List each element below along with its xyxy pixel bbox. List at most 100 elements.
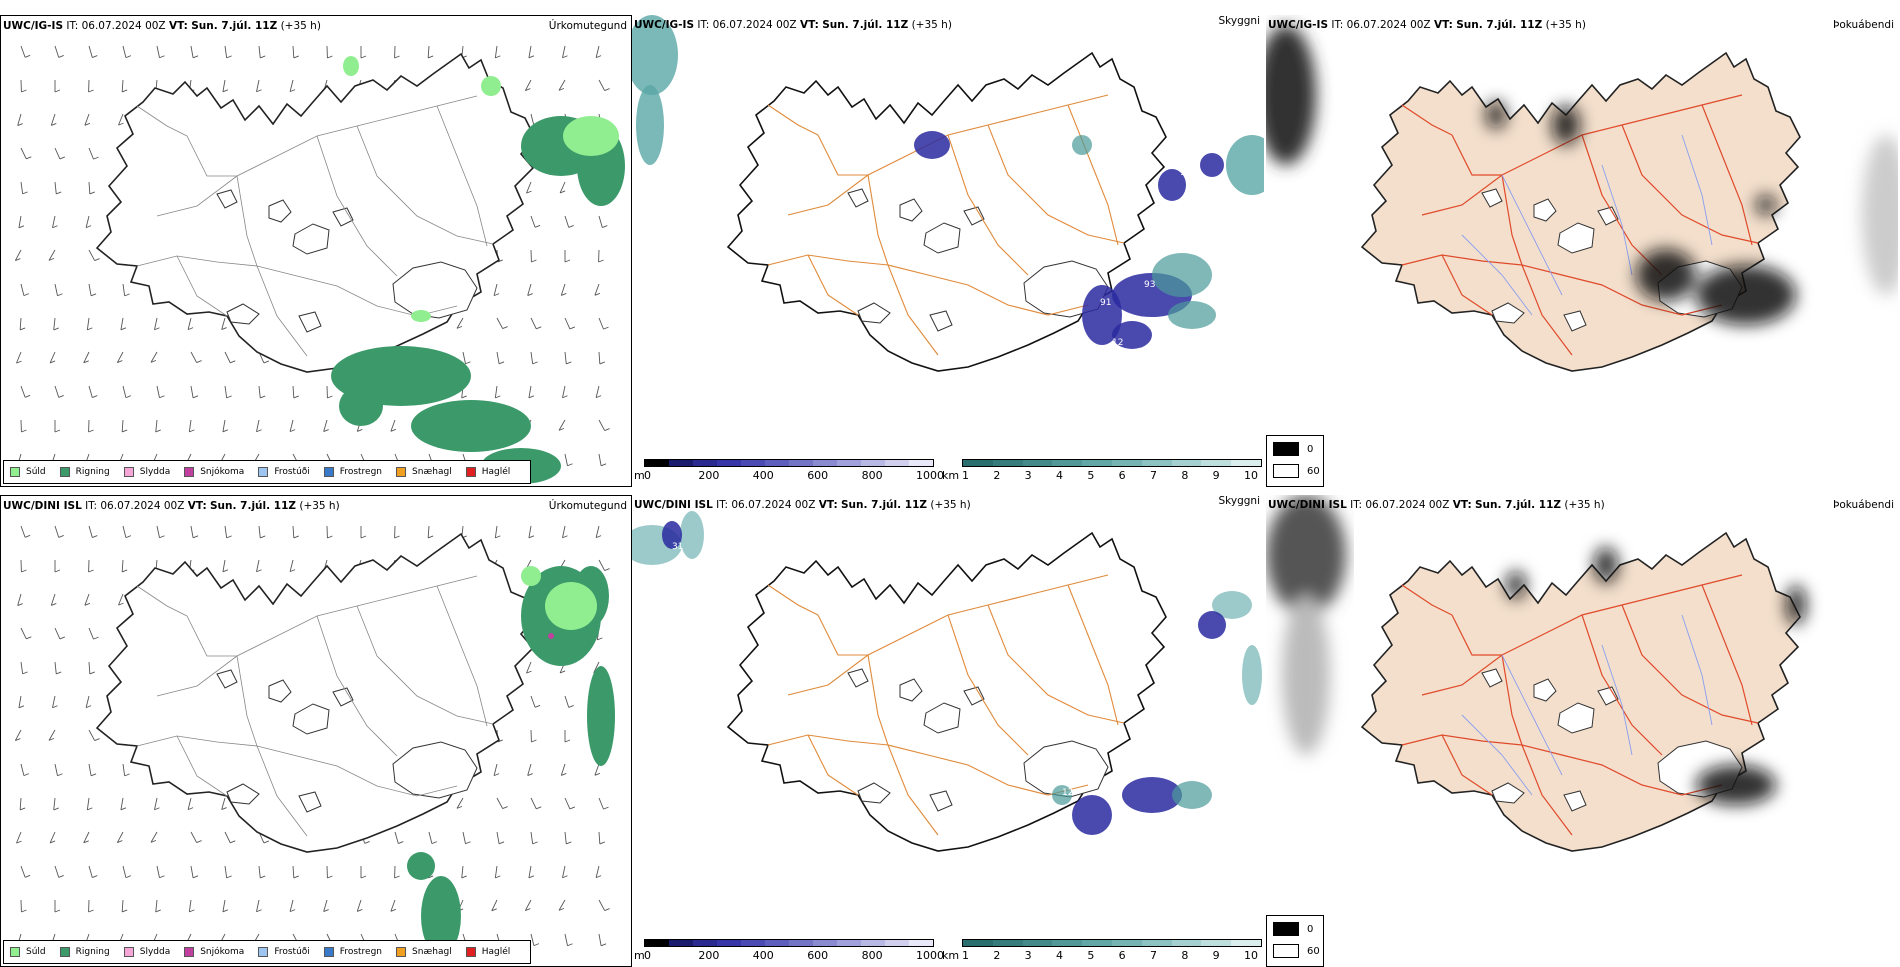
precip-legend-swatch xyxy=(324,947,334,957)
lead-time: (+35 h) xyxy=(1546,19,1586,31)
colorbar-swatch xyxy=(693,940,717,946)
colorbar-swatch xyxy=(993,940,1023,946)
precip-legend-item: Slydda xyxy=(124,467,170,477)
precip-area xyxy=(1152,253,1212,297)
precip-legend-label: Frostúði xyxy=(274,467,309,477)
cloudbase-value: 12 xyxy=(1112,338,1123,348)
colorbar-strip xyxy=(962,459,1262,467)
colorbar-tick: 2 xyxy=(993,469,1000,482)
valid-label: VT: xyxy=(188,500,207,512)
precip-area xyxy=(1072,795,1112,835)
colorbar-swatch xyxy=(1201,940,1231,946)
colorbar-swatch xyxy=(885,940,909,946)
precip-legend-swatch xyxy=(258,947,268,957)
precip-legend-label: Frostúði xyxy=(274,947,309,957)
fog-field xyxy=(1266,495,1346,755)
run-header-top-cloud: UWC/IG-IS IT: 06.07.2024 00Z VT: Sun. 7.… xyxy=(634,19,952,31)
valid-time: Sun. 7.júl. 11Z xyxy=(841,499,927,511)
lead-time: (+35 h) xyxy=(930,499,970,511)
colorbar-tick: 6 xyxy=(1119,949,1126,962)
colorbar-swatch xyxy=(717,940,741,946)
precip-legend-label: Snæhagl xyxy=(412,947,452,957)
fog-low-label: 60 xyxy=(1307,946,1320,957)
valid-label: VT: xyxy=(169,20,188,32)
colorbar-tick: 7 xyxy=(1150,469,1157,482)
cloudbase-value: 12 xyxy=(1062,788,1073,798)
precip-area xyxy=(1242,645,1262,705)
precip-legend-label: Haglél xyxy=(482,947,511,957)
run-label: IT: xyxy=(716,499,728,511)
panel-title: Úrkomutegund xyxy=(549,20,627,32)
valid-label: VT: xyxy=(800,19,819,31)
precip-area xyxy=(914,131,950,159)
precip-legend-swatch xyxy=(396,947,406,957)
model-name: UWC/IG-IS xyxy=(634,19,694,31)
precip-area xyxy=(1226,135,1264,195)
colorbar-tick: 4 xyxy=(1056,949,1063,962)
run-label: IT: xyxy=(66,20,78,32)
precip-area xyxy=(548,633,554,639)
fog-index-panel-top: UWC/IG-IS IT: 06.07.2024 00Z VT: Sun. 7.… xyxy=(1266,15,1898,487)
precip-legend-item: Frostúði xyxy=(258,467,309,477)
model-name: UWC/IG-IS xyxy=(3,20,63,32)
precip-legend-swatch xyxy=(396,467,406,477)
run-label: IT: xyxy=(1350,499,1362,511)
cloudbase-value: 91 xyxy=(1100,298,1111,308)
precip-area xyxy=(680,511,704,559)
run-header-top-fog: UWC/IG-IS IT: 06.07.2024 00Z VT: Sun. 7.… xyxy=(1268,19,1586,31)
colorbar-swatch xyxy=(837,940,861,946)
cloudbase-value: 57 xyxy=(1180,646,1191,656)
colorbar-swatch xyxy=(963,940,993,946)
precip-area xyxy=(343,56,359,76)
fog-high-label: 0 xyxy=(1307,444,1313,455)
colorbar-swatch xyxy=(693,460,717,466)
colorbar-swatch xyxy=(1112,460,1142,466)
colorbar-tick: 10 xyxy=(1244,949,1258,962)
colorbar-tick: 800 xyxy=(862,469,883,482)
model-name: UWC/DINI ISL xyxy=(1268,499,1347,511)
precip-area xyxy=(587,666,615,766)
precip-legend-item: Haglél xyxy=(466,947,511,957)
fog-map xyxy=(1266,15,1898,487)
precip-legend-swatch xyxy=(258,467,268,477)
precip-legend-item: Frostregn xyxy=(324,947,382,957)
colorbar-swatch xyxy=(669,460,693,466)
precip-map xyxy=(1,496,632,967)
precip-area xyxy=(563,116,619,156)
colorbar-tick: 800 xyxy=(862,949,883,962)
precip-legend-item: Rigning xyxy=(60,947,110,957)
precip-legend-label: Frostregn xyxy=(340,467,382,477)
colorbar-tick: 400 xyxy=(753,949,774,962)
colorbar-tick: 8 xyxy=(1181,949,1188,962)
valid-time: Sun. 7.júl. 11Z xyxy=(1456,19,1542,31)
colorbar-tick: 1 xyxy=(962,469,969,482)
precip-area xyxy=(1172,781,1212,809)
precip-area xyxy=(411,310,431,322)
fog-legend: 0 60 xyxy=(1266,915,1324,967)
precip-legend-swatch xyxy=(324,467,334,477)
colorbar-swatch xyxy=(669,940,693,946)
precip-area xyxy=(636,85,664,165)
colorbar-swatch xyxy=(1082,460,1112,466)
colorbar-swatch xyxy=(813,940,837,946)
precip-legend-swatch xyxy=(10,467,20,477)
run-header-bottom-precip: UWC/DINI ISL IT: 06.07.2024 00Z VT: Sun.… xyxy=(3,500,340,512)
lead-time: (+35 h) xyxy=(281,20,321,32)
colorbar-strip xyxy=(644,939,934,947)
precip-legend-item: Snæhagl xyxy=(396,947,452,957)
colorbar-swatch xyxy=(1082,940,1112,946)
colorbar-tick: 2 xyxy=(993,949,1000,962)
run-time: 06.07.2024 00Z xyxy=(82,20,166,32)
precip-legend-swatch xyxy=(466,467,476,477)
colorbar-tick: 0 xyxy=(644,469,651,482)
colorbar-tick: 5 xyxy=(1087,949,1094,962)
cloudbase-value: 94 xyxy=(1180,168,1192,178)
panel-title: Úrkomutegund xyxy=(549,500,627,512)
colorbar-strip xyxy=(962,939,1262,947)
colorbar-tick: 4 xyxy=(1056,469,1063,482)
precip-type-panel-top: UWC/IG-IS IT: 06.07.2024 00Z VT: Sun. 7.… xyxy=(0,15,632,487)
colorbar-tick: 0 xyxy=(644,949,651,962)
run-header-bottom-cloud: UWC/DINI ISL IT: 06.07.2024 00Z VT: Sun.… xyxy=(634,499,971,511)
